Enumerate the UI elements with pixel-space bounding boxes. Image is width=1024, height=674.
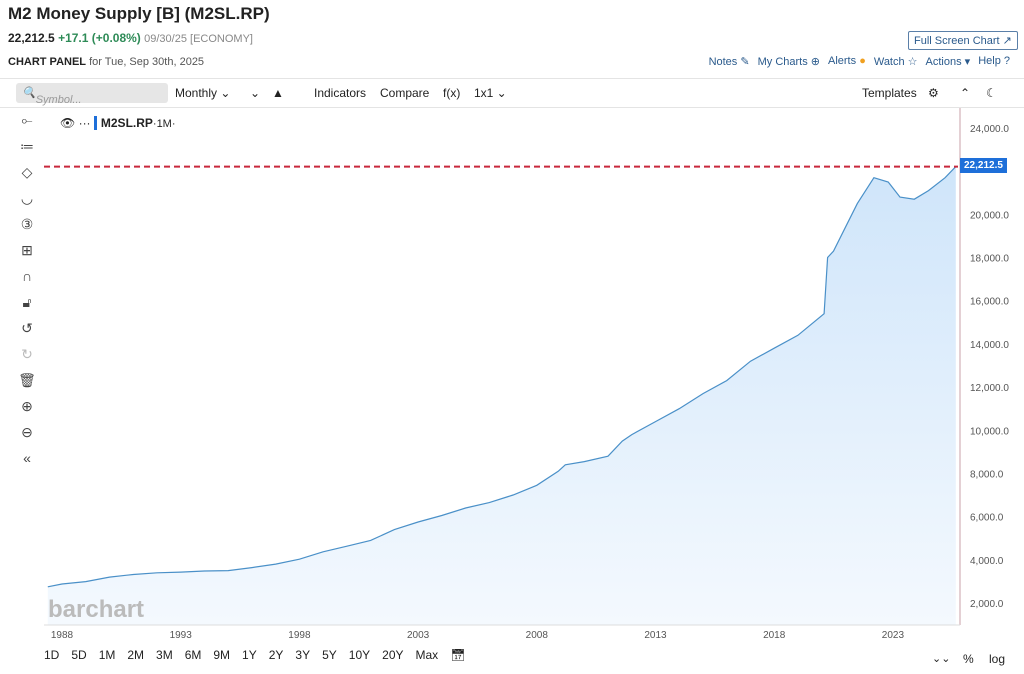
range-button[interactable]: 9M [213, 648, 231, 662]
area-fill [47, 166, 956, 625]
x-tick-label: 1998 [288, 630, 311, 641]
scroll-down-icon[interactable]: ⌄⌄ [932, 653, 951, 665]
lock-icon[interactable]: 🔓︎ [22, 294, 32, 310]
x-tick-label: 2018 [763, 630, 786, 641]
x-tick-label: 1988 [51, 630, 74, 641]
trash-icon[interactable]: 🗑︎ [18, 372, 36, 388]
page-title: M2 Money Supply [B] (M2SL.RP) [8, 4, 270, 23]
alerts-link[interactable]: Alerts ● [828, 55, 866, 67]
y-tick-label: 6,000.0 [970, 513, 1004, 524]
range-button[interactable]: 3Y [295, 648, 311, 662]
annotation-tool-icon[interactable]: ③ [20, 216, 34, 232]
dropdown-chevron[interactable]: ⌄ [250, 86, 261, 100]
legend-period: ·1M· [152, 118, 176, 130]
y-tick-label: 24,000.0 [970, 124, 1009, 135]
panel-label: CHART PANEL [8, 56, 87, 68]
range-button[interactable]: 20Y [382, 648, 404, 662]
zoom-out-icon[interactable]: ⊖ [21, 424, 33, 440]
symbol-search-input[interactable]: 🔍 Symbol... [16, 83, 168, 106]
log-toggle[interactable]: log [989, 652, 1006, 666]
redo-icon[interactable]: ↻ [21, 346, 33, 362]
fx-button[interactable]: f(x) [443, 86, 461, 100]
magnet-icon[interactable]: ∩ [21, 268, 33, 284]
settings-gear-icon[interactable]: ⚙ [928, 86, 939, 100]
watch-link[interactable]: Watch ☆ [873, 56, 918, 68]
y-tick-label: 14,000.0 [970, 340, 1009, 351]
x-tick-label: 1993 [170, 630, 193, 641]
range-button[interactable]: 1Y [242, 648, 257, 662]
templates-button[interactable]: Templates [862, 86, 917, 100]
quote-line: 22,212.5 +17.1 (+0.08%) 09/30/25 [ECONOM… [8, 31, 253, 45]
notes-link[interactable]: Notes ✎ [708, 56, 750, 68]
quote-date: 09/30/25 [ECONOMY] [144, 33, 253, 45]
y-tick-label: 12,000.0 [970, 383, 1009, 394]
price-change: +17.1 (+0.08%) [58, 31, 141, 45]
x-tick-label: 2013 [644, 630, 667, 641]
dark-mode-moon-icon[interactable]: ☾ [986, 86, 997, 100]
panel-date: for Tue, Sep 30th, 2025 [89, 56, 205, 68]
y-tick-label: 4,000.0 [970, 556, 1004, 567]
help-link[interactable]: Help ? [978, 55, 1010, 67]
collapse-tools-icon[interactable]: « [23, 450, 31, 466]
interval-dropdown[interactable]: Monthly ⌄ [175, 86, 231, 100]
chart-type-icon[interactable]: ▲ [272, 86, 284, 100]
chart-panel-label: CHART PANEL for Tue, Sep 30th, 2025 [8, 56, 204, 68]
last-price: 22,212.5 [8, 31, 55, 45]
line-tool-icon[interactable]: ⟜ [21, 112, 33, 128]
undo-icon[interactable]: ↺ [21, 320, 33, 336]
range-button[interactable]: 5Y [322, 648, 337, 662]
barchart-watermark: barchart [48, 596, 145, 623]
y-tick-label: 10,000.0 [970, 426, 1009, 437]
percent-toggle[interactable]: % [963, 652, 974, 666]
series-line [47, 166, 957, 588]
range-button[interactable]: 6M [184, 648, 202, 662]
full-screen-chart-button[interactable]: Full Screen Chart ↗ [908, 31, 1018, 50]
shape-tool-icon[interactable]: ◇ [21, 164, 33, 180]
y-tick-label: 18,000.0 [970, 254, 1009, 265]
range-button[interactable]: 2Y [268, 648, 284, 662]
alert-icon: ● [859, 55, 866, 67]
drawing-tools: ⟜ ≔ ◇ ◡ ③ ⊞ ∩ 🔓︎ ↺ ↻ 🗑︎ ⊕ ⊖ « [10, 112, 44, 476]
indicators-button[interactable]: Indicators [314, 86, 367, 100]
y-tick-label: 8,000.0 [970, 469, 1004, 480]
last-price-label: 22,212.5 [960, 158, 1007, 173]
action-links: Notes ✎ My Charts ⊕ Alerts ● Watch ☆ Act… [709, 55, 1010, 68]
compare-button[interactable]: Compare [380, 86, 430, 100]
series-legend: 👁︎ ··· M2SL.RP·1M· [60, 116, 176, 130]
range-button[interactable]: Max [415, 648, 439, 662]
y-tick-label: 16,000.0 [970, 297, 1009, 308]
actions-menu[interactable]: Actions ▾ [925, 56, 971, 68]
x-tick-label: 2008 [526, 630, 549, 641]
collapse-chevron-icon[interactable]: ⌃ [960, 86, 971, 100]
y-tick-label: 20,000.0 [970, 210, 1009, 221]
range-button[interactable]: 2M [127, 648, 145, 662]
range-button[interactable]: 1D [44, 648, 60, 662]
my-charts-link[interactable]: My Charts ⊕ [757, 56, 820, 68]
range-button[interactable]: 3M [156, 648, 173, 662]
x-tick-label: 2003 [407, 630, 430, 641]
y-tick-label: 2,000.0 [970, 599, 1004, 610]
x-tick-label: 2023 [882, 630, 905, 641]
range-button[interactable]: 1M [98, 648, 116, 662]
zoom-in-icon[interactable]: ⊕ [21, 398, 33, 414]
curve-tool-icon[interactable]: ◡ [20, 190, 34, 206]
legend-symbol: M2SL.RP [93, 116, 153, 130]
range-bar: 1D 5D 1M 2M 3M 6M 9M 1Y 2Y 3Y 5Y 10Y 20Y Max 📅︎ [44, 648, 477, 662]
range-button[interactable]: 5D [71, 648, 87, 662]
measure-tool-icon[interactable]: ⊞ [21, 242, 33, 258]
calendar-icon[interactable]: 📅︎ [450, 648, 466, 662]
fib-tool-icon[interactable]: ≔ [20, 138, 34, 154]
layout-dropdown[interactable]: 1x1 ⌄ [474, 86, 507, 100]
chart-toolbar: 🔍 Symbol... Monthly ⌄ ⌄ ▲ Indicators Com… [0, 78, 1024, 108]
range-button[interactable]: 10Y [348, 648, 371, 662]
